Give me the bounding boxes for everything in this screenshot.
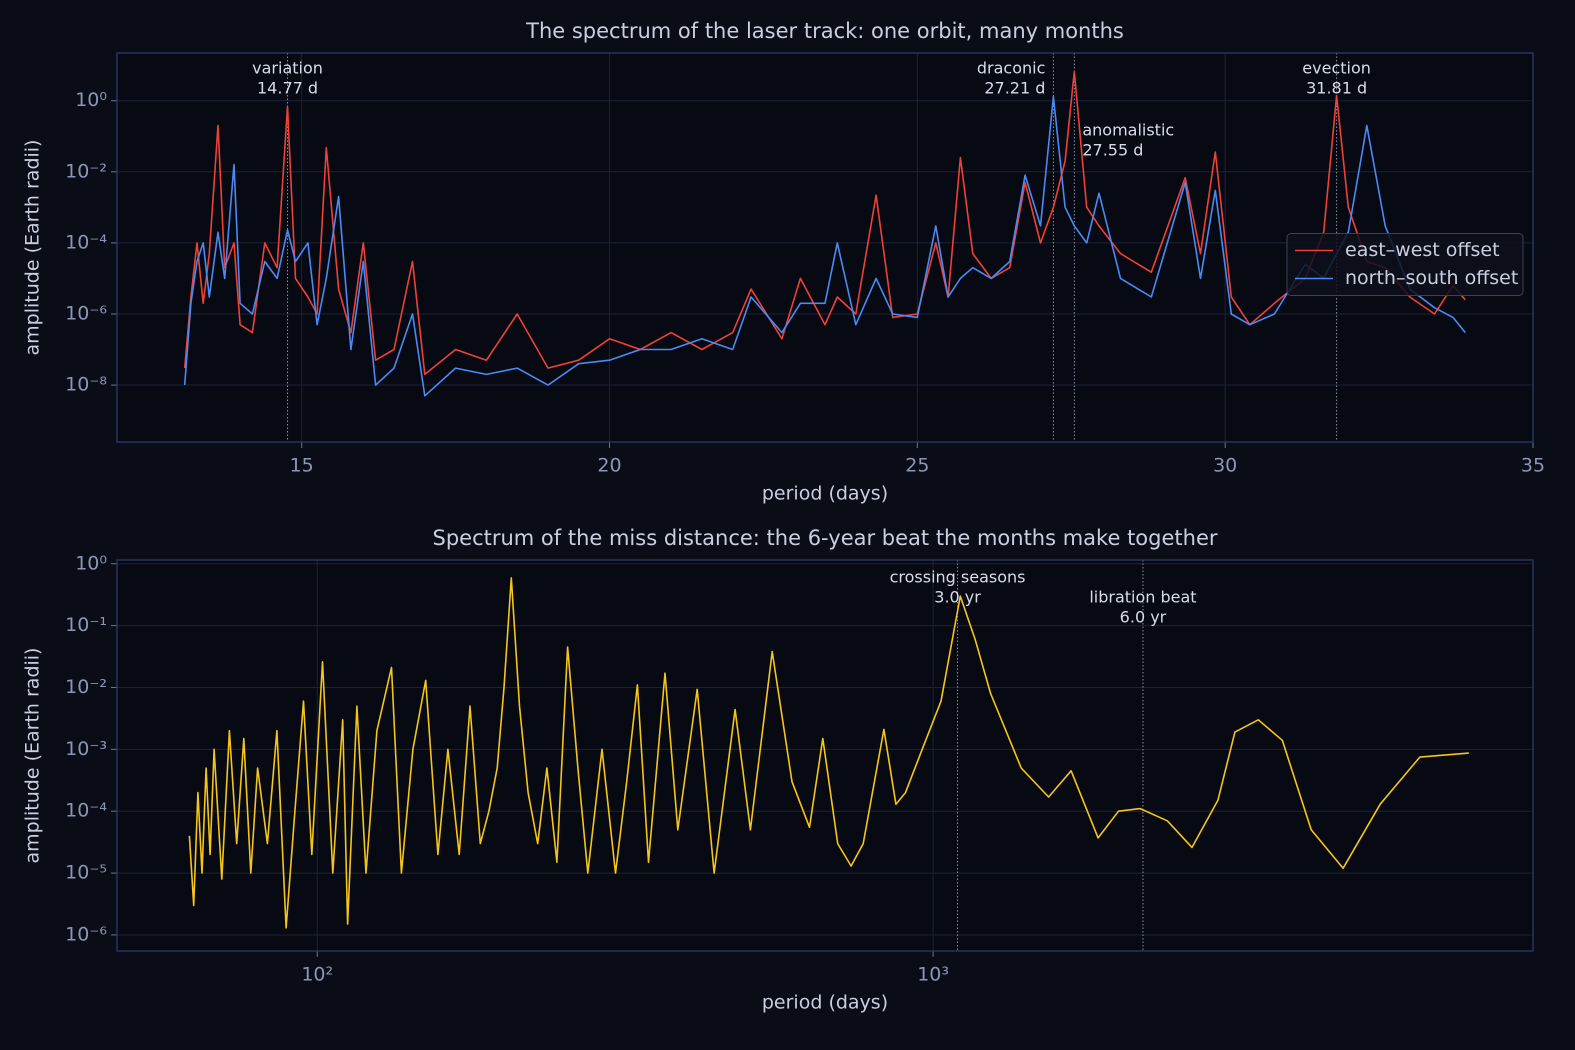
annotation-text: draconic <box>977 59 1046 78</box>
x-tick-label: 25 <box>905 455 929 477</box>
y-tick-label: 10⁰ <box>75 89 107 111</box>
x-axis-label: period (days) <box>762 483 888 505</box>
y-tick-label: 10⁻⁶ <box>65 302 107 324</box>
chart-title: Spectrum of the miss distance: the 6-yea… <box>432 526 1217 550</box>
y-tick-label: 10⁻⁶ <box>65 923 107 945</box>
y-tick-label: 10⁻⁵ <box>65 862 107 884</box>
legend-label: north–south offset <box>1345 267 1518 289</box>
annotation-text: 27.21 d <box>984 79 1045 98</box>
y-tick-label: 10⁰ <box>75 552 107 574</box>
axes-frame <box>116 559 1534 952</box>
y-axis-label: amplitude (Earth radii) <box>22 140 44 356</box>
y-tick-label: 10⁻² <box>65 160 107 182</box>
data-line <box>183 95 1466 397</box>
x-tick-label: 10² <box>301 964 333 986</box>
annotation-text: crossing seasons <box>890 568 1026 587</box>
annotation-text: libration beat <box>1089 588 1196 607</box>
y-tick-label: 10⁻⁸ <box>65 374 107 396</box>
axes-frame <box>116 52 1534 443</box>
x-tick-label: 10³ <box>917 964 949 986</box>
legend-label: east–west offset <box>1345 239 1500 261</box>
legend-box <box>1286 233 1524 296</box>
y-tick-label: 10⁻⁴ <box>65 800 107 822</box>
y-tick-label: 10⁻¹ <box>65 614 107 636</box>
data-line <box>183 70 1466 376</box>
y-tick-label: 10⁻² <box>65 676 107 698</box>
annotation-text: 14.77 d <box>257 79 318 98</box>
annotation-text: evection <box>1302 59 1371 78</box>
x-tick-label: 30 <box>1213 455 1237 477</box>
annotation-text: anomalistic <box>1082 121 1174 140</box>
data-line <box>188 577 1469 929</box>
y-axis-label: amplitude (Earth radii) <box>22 648 44 864</box>
annotation-text: 6.0 yr <box>1120 608 1167 627</box>
annotation-text: 3.0 yr <box>934 588 981 607</box>
x-axis-label: period (days) <box>762 992 888 1014</box>
annotation-text: 31.81 d <box>1306 79 1367 98</box>
x-tick-label: 20 <box>597 455 621 477</box>
annotation-text: 27.55 d <box>1082 141 1143 160</box>
y-tick-label: 10⁻³ <box>65 738 107 760</box>
x-tick-label: 15 <box>290 455 314 477</box>
y-tick-label: 10⁻⁴ <box>65 231 107 253</box>
annotation-text: variation <box>252 59 323 78</box>
x-tick-label: 35 <box>1521 455 1545 477</box>
chart-title: The spectrum of the laser track: one orb… <box>525 19 1124 43</box>
